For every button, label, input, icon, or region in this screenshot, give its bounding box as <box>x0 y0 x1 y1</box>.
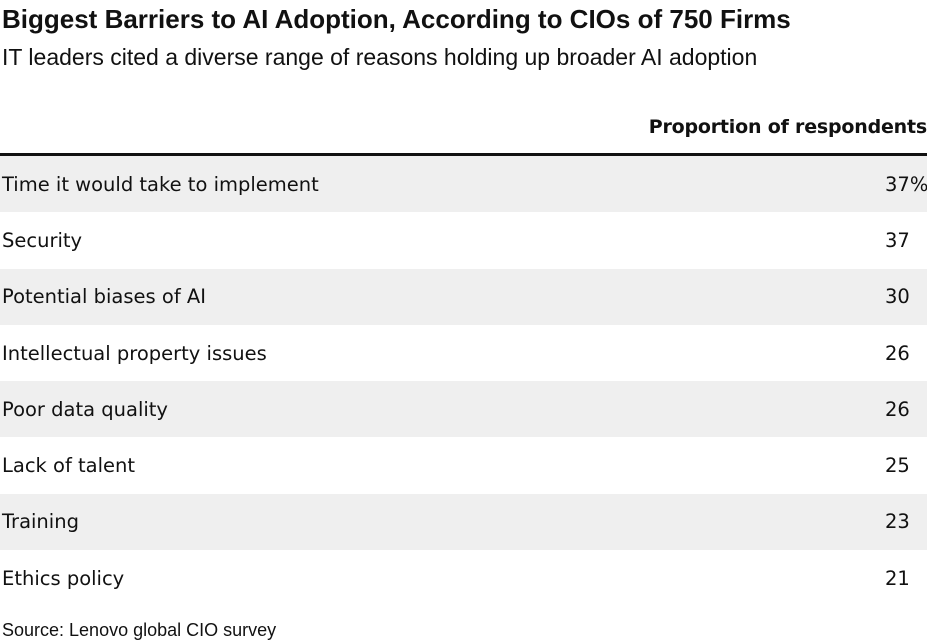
row-value: 30 <box>885 285 910 309</box>
row-label: Security <box>2 228 83 252</box>
table-row: Time it would take to implement 37% <box>0 156 927 213</box>
table-row: Intellectual property issues 26 <box>0 325 927 381</box>
row-value: 25 <box>885 454 910 478</box>
row-label: Training <box>2 510 79 534</box>
row-label: Time it would take to implement <box>2 172 319 196</box>
row-value: 21 <box>885 566 910 590</box>
data-table: Proportion of respondents Time it would … <box>0 104 927 606</box>
table-row: Ethics policy 21 <box>0 550 927 606</box>
chart-subtitle: IT leaders cited a diverse range of reas… <box>2 44 758 70</box>
row-label: Intellectual property issues <box>2 341 267 365</box>
table-row: Lack of talent 25 <box>0 437 927 493</box>
row-value: 37% <box>885 172 927 196</box>
row-value: 26 <box>885 341 910 365</box>
chart-title: Biggest Barriers to AI Adoption, Accordi… <box>2 4 791 34</box>
table-body: Time it would take to implement 37% Securi… <box>0 156 927 606</box>
table-row: Training 23 <box>0 493 927 551</box>
row-value: 26 <box>885 397 910 421</box>
row-value: 23 <box>885 510 910 534</box>
table-row: Poor data quality 26 <box>0 381 927 438</box>
row-label: Lack of talent <box>2 454 136 478</box>
table-row: Security 37 <box>0 212 927 268</box>
row-label: Potential biases of AI <box>2 285 206 309</box>
row-label: Ethics policy <box>2 566 125 590</box>
table-row: Potential biases of AI 30 <box>0 268 927 325</box>
row-label: Poor data quality <box>2 397 168 421</box>
column-header-proportion: Proportion of respondents <box>648 116 927 138</box>
source-note: Source: Lenovo global CIO survey <box>2 620 277 640</box>
table-header: Proportion of respondents <box>0 104 927 156</box>
row-value: 37 <box>885 228 910 252</box>
